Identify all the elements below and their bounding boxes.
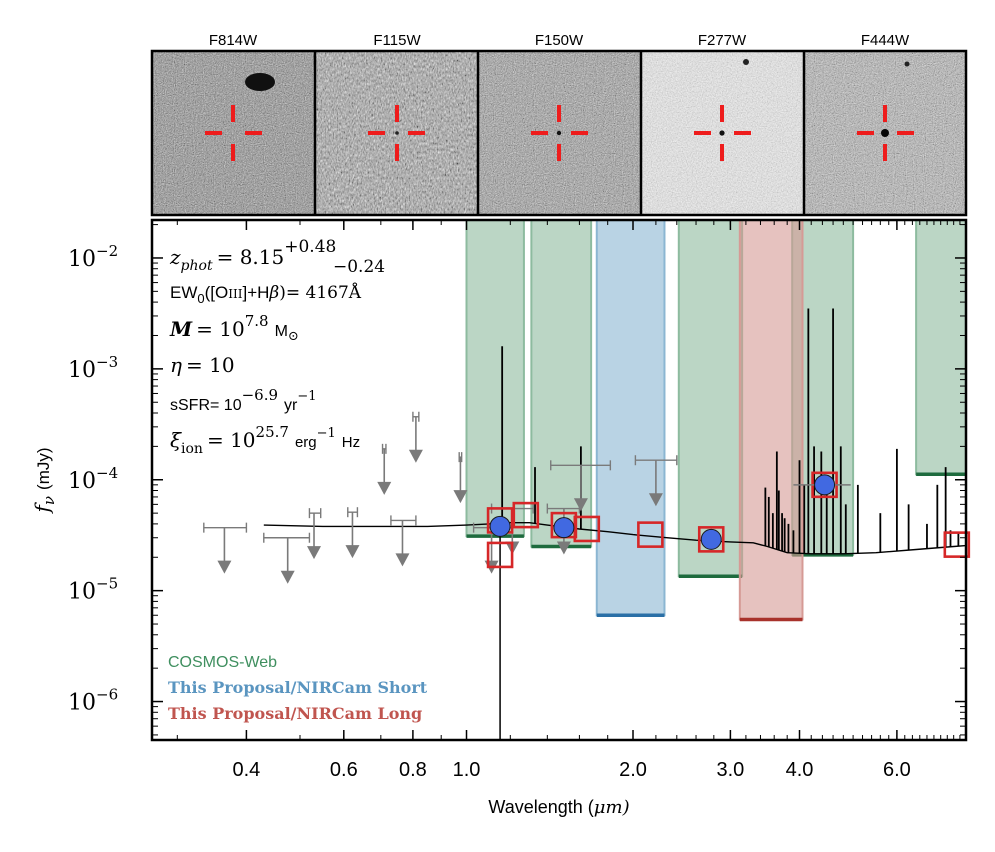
detection-point [553,517,575,539]
y-tick-label: 10−4 [68,464,118,494]
filter-band-short [595,220,666,617]
image-stamps: F814W F115W F150W F277W F444W [150,32,968,217]
model-photometry-square [573,515,601,543]
stamp-f115w [315,51,478,215]
stamp-labels: F814W F115W F150W F277W F444W [209,32,910,49]
stamp-f277w [641,51,804,215]
zphot-annotation: zphot = 8.15+0.48 [169,237,336,274]
upper-limit-arrow-head [573,498,588,512]
stamp-f814w [152,51,315,215]
detection-point [814,474,836,496]
x-tick-label: 2.0 [619,759,647,781]
bright-source [245,73,275,91]
legend: COSMOS-Web This Proposal/NIRCam Short Th… [168,654,428,723]
x-tick-label: 0.8 [399,759,427,781]
x-axis-label: Wavelength (μm) [488,797,629,818]
x-tick-label: 0.6 [330,759,358,781]
filter-bands [465,220,966,622]
stamp-f150w [478,51,641,215]
y-axis-label: fν(mJy) [30,447,58,514]
filter-band-cosmos [677,220,744,578]
x-tick-label: 0.4 [233,759,261,781]
model-photometry-square [486,541,514,569]
upper-limit-arrow-head [395,553,410,567]
upper-limit-arrow-head [345,545,360,559]
x-tick-label: 4.0 [786,759,814,781]
model-photometry-square [512,501,540,529]
model-photometry-square [943,531,971,558]
mass-annotation: M = 107.8M⊙ [169,312,299,344]
detections [489,474,851,550]
filter-band-cosmos [530,220,593,548]
eta-annotation: η = 10 [170,353,235,377]
upper-limit-arrow-head [648,493,663,507]
band-label-f115w: F115W [373,32,421,49]
xi-annotation: ξion = 1025.7erg−1Hz [170,423,360,457]
model-spectrum [263,308,966,740]
band-label-f444w: F444W [861,32,910,49]
y-tick-label: 10−3 [68,353,118,383]
upper-limit-arrow-head [217,560,232,574]
upper-limit-arrow-head [280,570,295,584]
x-tick-label: 6.0 [883,759,911,781]
axis-ticks: 0.4 0.6 0.8 1.0 2.0 3.0 4.0 6.0 10−6 10−5 10−4 10−3… [68,220,966,781]
filter-band-long [738,220,804,621]
detection-point [489,515,511,537]
x-tick-label: 1.0 [453,759,481,781]
upper-limit-arrow-head [556,541,571,555]
band-label-f277w: F277W [698,32,747,49]
model-photometry-square [697,526,725,553]
upper-limit-arrow-head [377,481,392,495]
legend-cosmos-web: COSMOS-Web [168,654,277,671]
plot-area: 0.4 0.6 0.8 1.0 2.0 3.0 4.0 6.0 10−6 10−5 10−4 10−3… [68,218,971,781]
zphot-lower-error: −0.24 [333,257,385,277]
stamp-frames [150,49,968,217]
legend-nircam-short: This Proposal/NIRCam Short [168,678,428,697]
legend-nircam-long: This Proposal/NIRCam Long [168,704,422,723]
upper-limit-arrow-head [453,490,468,504]
crosshairs [205,105,914,161]
filter-band-cosmos [465,220,525,538]
annotations: zphot = 8.15+0.48 −0.24 EW0([OIII]+Hβ)= 4… [169,237,385,457]
stamp-f444w [804,51,966,215]
y-tick-label: 10−2 [68,242,118,272]
upper-limit-arrow-head [307,546,322,560]
detection-point [700,528,722,550]
band-label-f814w: F814W [209,32,258,49]
ssfr-annotation: sSFR= 10−6.9yr−1 [170,386,317,414]
x-tick-label: 3.0 [716,759,744,781]
upper-limit-arrow-head [408,449,423,463]
y-tick-label: 10−5 [68,575,118,605]
model-photometry-square [637,521,664,548]
ew-annotation: EW0([OIII]+Hβ)= 4167Å [170,282,362,306]
y-tick-label: 10−6 [68,686,118,716]
spectrum-continuum [263,522,966,555]
band-label-f150w: F150W [535,32,584,49]
